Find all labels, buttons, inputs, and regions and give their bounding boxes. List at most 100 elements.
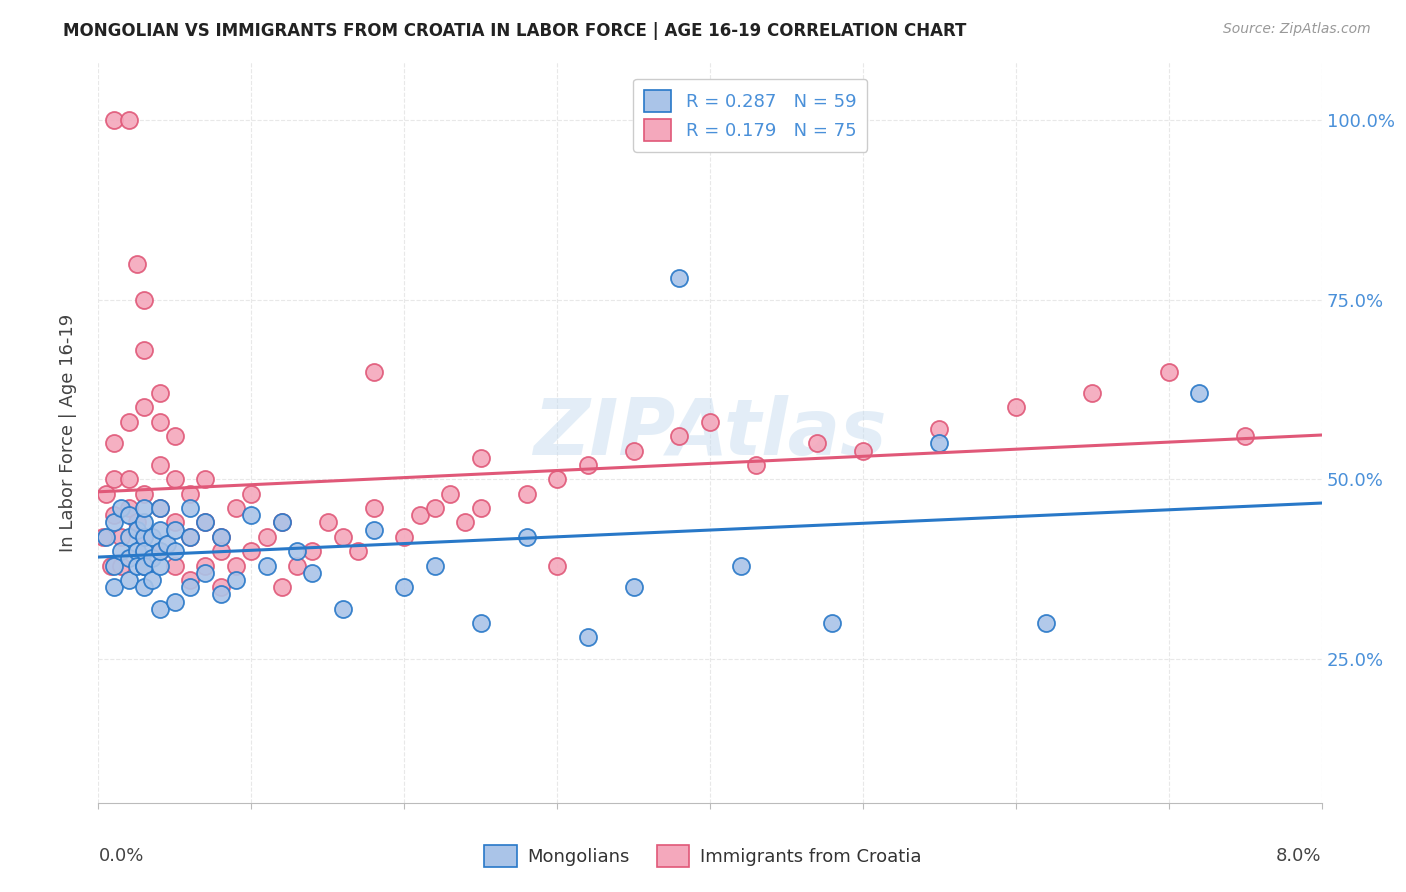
Point <box>149 558 172 573</box>
Point <box>1004 401 1026 415</box>
Point <box>179 530 201 544</box>
Point <box>149 523 172 537</box>
Point <box>745 458 768 472</box>
Point <box>623 580 645 594</box>
Point <box>125 516 148 530</box>
Point <box>103 436 125 450</box>
Point <box>240 508 263 523</box>
Point <box>209 544 232 558</box>
Point <box>225 501 247 516</box>
Point <box>301 566 323 580</box>
Point <box>141 551 163 566</box>
Point <box>256 558 278 573</box>
Point <box>1035 616 1057 631</box>
Point <box>439 486 461 500</box>
Point <box>1234 429 1257 443</box>
Point <box>110 544 132 558</box>
Point <box>163 516 186 530</box>
Point <box>103 580 125 594</box>
Point <box>194 566 217 580</box>
Point <box>149 415 172 429</box>
Point <box>149 501 172 516</box>
Text: MONGOLIAN VS IMMIGRANTS FROM CROATIA IN LABOR FORCE | AGE 16-19 CORRELATION CHAR: MONGOLIAN VS IMMIGRANTS FROM CROATIA IN … <box>63 22 967 40</box>
Point <box>470 501 492 516</box>
Point <box>134 501 156 516</box>
Point <box>363 501 385 516</box>
Point <box>118 112 141 127</box>
Point <box>163 523 186 537</box>
Point <box>1081 386 1104 401</box>
Point <box>125 257 148 271</box>
Text: Source: ZipAtlas.com: Source: ZipAtlas.com <box>1223 22 1371 37</box>
Point <box>134 558 156 573</box>
Point <box>285 544 308 558</box>
Point <box>179 530 201 544</box>
Point <box>454 516 477 530</box>
Point <box>103 558 125 573</box>
Point <box>134 401 156 415</box>
Point <box>94 486 117 500</box>
Point <box>285 558 308 573</box>
Point <box>821 616 844 631</box>
Point <box>225 573 247 587</box>
Point <box>134 544 156 558</box>
Point <box>149 601 172 615</box>
Point <box>270 516 294 530</box>
Point <box>134 343 156 357</box>
Point <box>347 544 370 558</box>
Point <box>699 415 721 429</box>
Point <box>423 501 446 516</box>
Point <box>928 422 950 436</box>
Point <box>209 587 232 601</box>
Point <box>623 443 645 458</box>
Point <box>118 573 141 587</box>
Point <box>125 544 148 558</box>
Point <box>1157 365 1180 379</box>
Point <box>118 508 141 523</box>
Point <box>118 530 141 544</box>
Point <box>225 558 247 573</box>
Point <box>149 544 172 558</box>
Y-axis label: In Labor Force | Age 16-19: In Labor Force | Age 16-19 <box>59 313 77 552</box>
Point <box>163 472 186 486</box>
Point <box>576 458 599 472</box>
Point <box>408 508 430 523</box>
Point <box>118 472 141 486</box>
Point <box>209 530 232 544</box>
Point <box>1188 386 1211 401</box>
Point <box>118 501 141 516</box>
Point <box>470 616 492 631</box>
Point <box>179 580 201 594</box>
Point <box>134 558 156 573</box>
Point <box>125 523 148 537</box>
Point <box>103 508 125 523</box>
Point <box>134 580 156 594</box>
Point <box>332 530 354 544</box>
Point <box>163 429 186 443</box>
Point <box>806 436 828 450</box>
Text: 0.0%: 0.0% <box>98 847 143 865</box>
Point <box>134 558 156 573</box>
Point <box>118 551 141 566</box>
Point <box>730 558 752 573</box>
Point <box>134 530 156 544</box>
Point <box>516 486 538 500</box>
Point <box>94 530 117 544</box>
Point <box>209 530 232 544</box>
Point <box>240 486 263 500</box>
Point <box>110 501 132 516</box>
Point <box>470 450 492 465</box>
Point <box>240 544 263 558</box>
Point <box>163 558 186 573</box>
Point <box>392 530 416 544</box>
Point <box>546 558 568 573</box>
Point <box>100 558 122 573</box>
Point <box>194 516 217 530</box>
Point <box>110 558 132 573</box>
Point <box>194 516 217 530</box>
Point <box>149 458 172 472</box>
Point <box>194 558 217 573</box>
Point <box>103 472 125 486</box>
Point <box>118 415 141 429</box>
Point <box>149 501 172 516</box>
